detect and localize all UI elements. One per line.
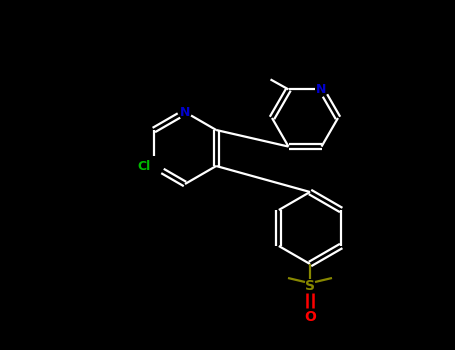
Text: S: S xyxy=(305,279,315,293)
Text: N: N xyxy=(316,83,327,96)
Text: N: N xyxy=(180,105,190,119)
Text: O: O xyxy=(304,310,316,324)
Text: Cl: Cl xyxy=(137,160,151,173)
